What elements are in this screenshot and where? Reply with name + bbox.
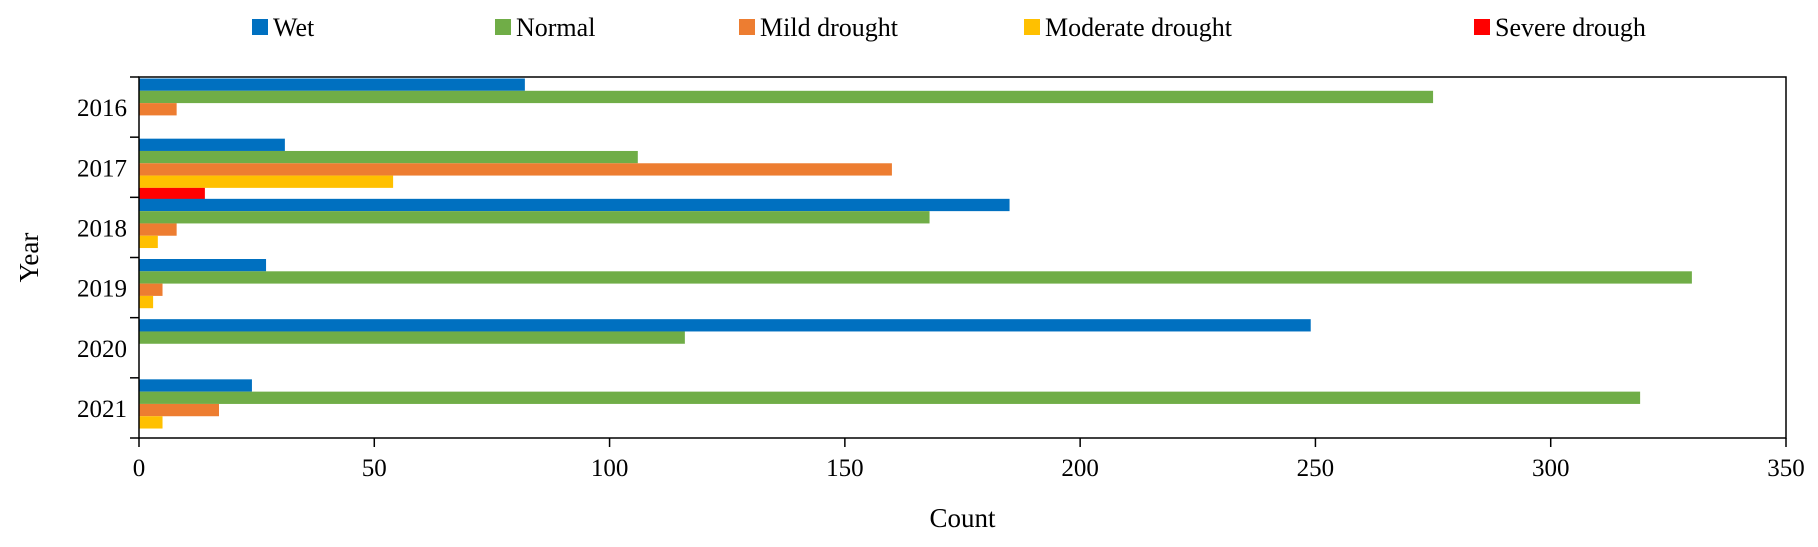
legend-label-wet: Wet <box>273 13 315 42</box>
legend-swatch-wet <box>252 19 268 35</box>
bar-2018-mild-drought <box>139 223 177 236</box>
bar-2016-normal <box>139 90 1434 104</box>
bar-2021-mild-drought <box>139 403 219 417</box>
bar-2016-wet <box>139 78 525 91</box>
bar-2016-mild-drought <box>139 103 177 116</box>
bar-2020-normal <box>139 331 685 344</box>
bar-2017-wet <box>139 138 285 151</box>
x-tick-label: 50 <box>362 455 387 482</box>
bar-2020-wet <box>139 319 1311 332</box>
x-tick-label: 350 <box>1767 455 1805 482</box>
y-tick-label: 2017 <box>77 155 127 182</box>
bar-2017-severe-drough <box>139 187 205 201</box>
axes: 0 50 100 150 200 250 300 350 2016 2017 2018 2019 202… <box>77 76 1805 482</box>
legend-swatch-normal <box>495 19 511 35</box>
y-axis-title: Year <box>14 233 44 283</box>
bar-2018-wet <box>139 198 1010 212</box>
bar-2019-mild-drought <box>139 283 163 296</box>
bar-2017-moderate-drought <box>139 175 394 188</box>
y-tick-label: 2020 <box>77 336 127 363</box>
legend-label-moderate-drought: Moderate drought <box>1045 13 1233 42</box>
y-tick-label: 2016 <box>77 95 127 122</box>
bar-2021-moderate-drought <box>139 416 163 429</box>
y-tick-label: 2019 <box>77 276 127 303</box>
bar-2019-moderate-drought <box>139 295 154 309</box>
legend: Wet Normal Mild drought Moderate drought Sev… <box>252 13 1646 42</box>
legend-swatch-mild-drought <box>739 19 755 35</box>
x-tick-label: 100 <box>591 455 629 482</box>
y-tick-label: 2018 <box>77 215 127 242</box>
legend-swatch-moderate-drought <box>1024 19 1040 35</box>
bar-2017-mild-drought <box>139 163 892 176</box>
x-axis-title: Count <box>929 503 996 533</box>
bar-2018-moderate-drought <box>139 235 158 249</box>
legend-swatch-severe-drough <box>1474 19 1490 35</box>
plot-area-border <box>138 76 1787 439</box>
x-tick-label: 250 <box>1297 455 1335 482</box>
bar-2017-normal <box>139 150 638 164</box>
x-tick-label: 300 <box>1532 455 1570 482</box>
x-tick-label: 200 <box>1061 455 1099 482</box>
x-tick-label: 150 <box>826 455 864 482</box>
legend-label-severe-drough: Severe drough <box>1495 13 1646 42</box>
legend-label-normal: Normal <box>516 13 595 42</box>
bar-2019-normal <box>139 271 1692 284</box>
legend-label-mild-drought: Mild drought <box>760 13 899 42</box>
bar-2021-normal <box>139 391 1641 404</box>
bar-2021-wet <box>139 379 252 392</box>
y-tick-label: 2021 <box>77 396 127 423</box>
x-tick-label: 0 <box>133 455 146 482</box>
bar-2019-wet <box>139 259 267 272</box>
bar-2018-normal <box>139 211 930 224</box>
bars <box>139 78 1692 429</box>
